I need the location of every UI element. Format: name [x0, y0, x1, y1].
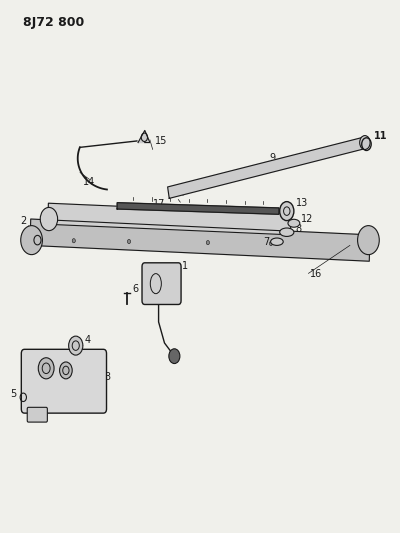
- Text: 12: 12: [300, 214, 313, 224]
- Text: 6: 6: [132, 284, 138, 294]
- Text: 8J72 800: 8J72 800: [22, 16, 84, 29]
- Ellipse shape: [288, 219, 300, 227]
- Circle shape: [40, 207, 58, 231]
- Text: 4: 4: [84, 335, 90, 345]
- Circle shape: [69, 336, 83, 355]
- Circle shape: [21, 225, 42, 255]
- Circle shape: [72, 239, 75, 243]
- Text: 14: 14: [84, 177, 96, 187]
- FancyBboxPatch shape: [27, 407, 47, 422]
- Text: 17: 17: [153, 199, 165, 209]
- Circle shape: [270, 241, 272, 246]
- Text: 1: 1: [182, 261, 188, 271]
- Polygon shape: [138, 131, 150, 142]
- Circle shape: [358, 225, 379, 255]
- Text: 13: 13: [296, 198, 308, 208]
- Ellipse shape: [271, 238, 283, 245]
- Ellipse shape: [280, 228, 294, 237]
- Polygon shape: [48, 203, 291, 235]
- FancyBboxPatch shape: [21, 349, 106, 413]
- Circle shape: [128, 239, 130, 244]
- FancyBboxPatch shape: [142, 263, 181, 304]
- Circle shape: [360, 135, 370, 150]
- Circle shape: [60, 362, 72, 379]
- Polygon shape: [168, 137, 366, 198]
- Text: 7: 7: [263, 237, 269, 247]
- Text: 5: 5: [10, 389, 16, 399]
- Text: 8: 8: [296, 224, 302, 233]
- Circle shape: [169, 349, 180, 364]
- Text: 11: 11: [374, 131, 387, 141]
- Text: 16: 16: [310, 269, 323, 279]
- Text: 3: 3: [104, 372, 111, 382]
- Circle shape: [280, 201, 294, 221]
- Polygon shape: [30, 219, 370, 261]
- Circle shape: [38, 358, 54, 379]
- Text: 15: 15: [155, 136, 167, 146]
- Text: 10: 10: [174, 188, 187, 198]
- Text: 9: 9: [269, 153, 275, 163]
- Polygon shape: [117, 203, 279, 214]
- Text: 2: 2: [20, 216, 26, 227]
- Circle shape: [206, 240, 210, 245]
